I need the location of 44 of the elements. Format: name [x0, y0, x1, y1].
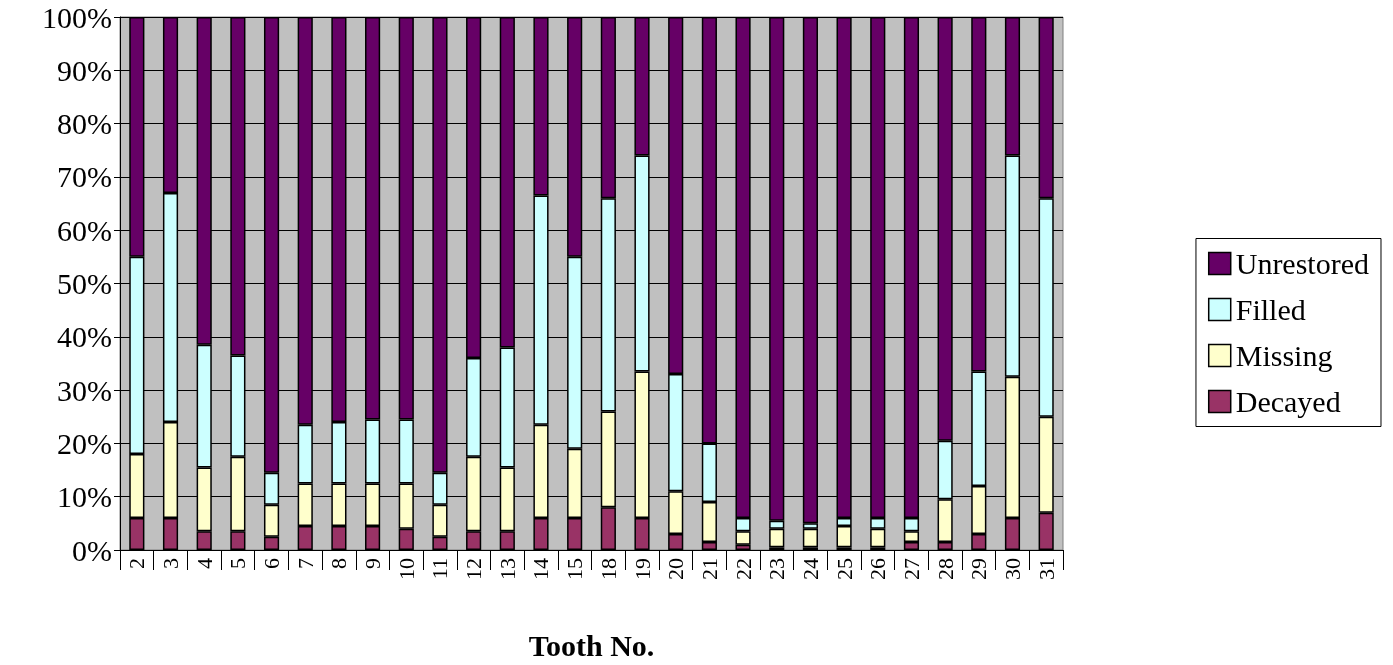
x-tick-label: 8 [326, 558, 352, 569]
x-tick-label: 14 [528, 558, 554, 580]
y-tick-label: 40% [57, 320, 112, 354]
x-tick-label: 25 [831, 558, 857, 580]
x-tick-label: 20 [663, 558, 689, 580]
x-tick-label: 5 [225, 558, 251, 569]
x-tick-label: 30 [999, 558, 1025, 580]
x-tick-label: 22 [730, 558, 756, 580]
x-tick-label: 29 [966, 558, 992, 580]
y-tick-label: 90% [57, 53, 112, 87]
x-tick-label: 13 [494, 558, 520, 580]
x-tick-label: 3 [158, 558, 184, 569]
x-tick-label: 4 [191, 558, 217, 569]
x-tick-label: 11 [427, 558, 453, 580]
y-tick-label: 20% [57, 426, 112, 460]
legend-label: Decayed [1235, 385, 1341, 418]
x-tick-label: 27 [898, 558, 924, 580]
legend-label: Missing [1235, 339, 1333, 372]
x-tick-label: 7 [292, 558, 318, 569]
y-tick-label: 60% [57, 213, 112, 247]
x-tick-label: 21 [696, 558, 722, 580]
y-tick-label: 70% [57, 160, 112, 194]
legend-label: Unrestored [1235, 247, 1370, 280]
legend-label: Filled [1235, 293, 1306, 326]
x-tick-label: 26 [865, 558, 891, 580]
x-tick-label: 31 [1033, 558, 1059, 580]
x-tick-label: 9 [360, 558, 386, 569]
x-tick-label: 19 [629, 558, 655, 580]
y-tick-label: 100% [42, 0, 112, 34]
y-tick-label: 80% [57, 107, 112, 141]
x-tick-label: 28 [932, 558, 958, 580]
x-tick-label: 18 [595, 558, 621, 580]
x-tick-label: 10 [393, 558, 419, 580]
y-tick-label: 50% [57, 267, 112, 300]
x-tick-label: 23 [764, 558, 790, 580]
x-tick-label: 2 [124, 558, 150, 569]
x-tick-label: 24 [797, 558, 823, 580]
x-tick-label: 15 [562, 558, 588, 580]
x-tick-label: 12 [461, 558, 487, 580]
x-tick-label: 6 [259, 558, 285, 569]
y-tick-label: 10% [57, 480, 112, 514]
y-tick-label: 30% [57, 373, 112, 407]
x-axis-title: Tooth No. [528, 628, 655, 662]
y-tick-label: 0% [72, 533, 112, 567]
